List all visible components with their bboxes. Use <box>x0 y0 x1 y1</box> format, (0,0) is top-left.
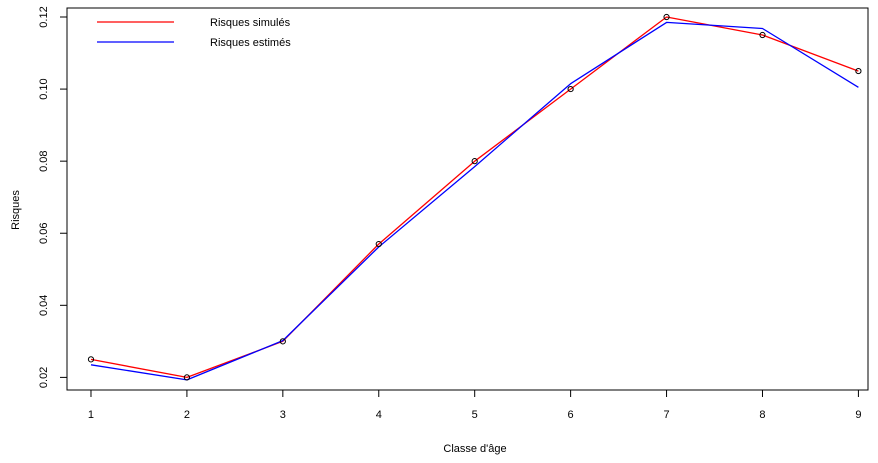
series-layer <box>90 16 859 381</box>
data-point <box>375 240 382 248</box>
legend: Risques simulés Risques estimés <box>97 17 291 49</box>
y-tick-label: 0.10 <box>38 78 50 99</box>
plot-frame <box>66 7 869 391</box>
data-point <box>183 374 191 381</box>
x-tick-label: 7 <box>663 409 669 421</box>
y-tick-label: 0.02 <box>38 367 50 388</box>
data-point <box>279 338 286 345</box>
y-tick-label: 0.08 <box>38 150 50 171</box>
x-tick-label: 6 <box>568 409 574 421</box>
data-point <box>759 31 766 39</box>
x-tick-label: 8 <box>759 409 765 421</box>
x-tick-label: 9 <box>855 409 861 421</box>
data-point <box>855 67 862 75</box>
x-tick-label: 1 <box>88 409 94 421</box>
legend-label: Risques estimés <box>210 37 291 49</box>
x-tick-label: 2 <box>184 409 190 421</box>
x-tick-label: 4 <box>376 409 382 421</box>
y-tick-label: 0.04 <box>38 295 50 316</box>
x-tick-label: 5 <box>472 409 478 421</box>
data-point <box>567 85 574 93</box>
data-point <box>471 158 478 165</box>
y-axis-label: Risques <box>10 190 22 230</box>
series-line-1 <box>90 16 859 379</box>
axes: 1 2 3 4 5 6 7 8 9 0.02 0.04 0.06 0.08 0.10 0.12 <box>38 6 869 421</box>
x-axis-label: Classe d'âge <box>443 443 506 455</box>
legend-label: Risques simulés <box>210 17 291 29</box>
data-point <box>87 356 95 363</box>
y-tick-label: 0.06 <box>38 223 50 244</box>
y-tick-label: 0.12 <box>38 6 50 27</box>
series-line-2 <box>90 21 859 381</box>
x-tick-label: 3 <box>280 409 286 421</box>
data-point <box>663 13 670 21</box>
marker-layer <box>87 13 862 381</box>
